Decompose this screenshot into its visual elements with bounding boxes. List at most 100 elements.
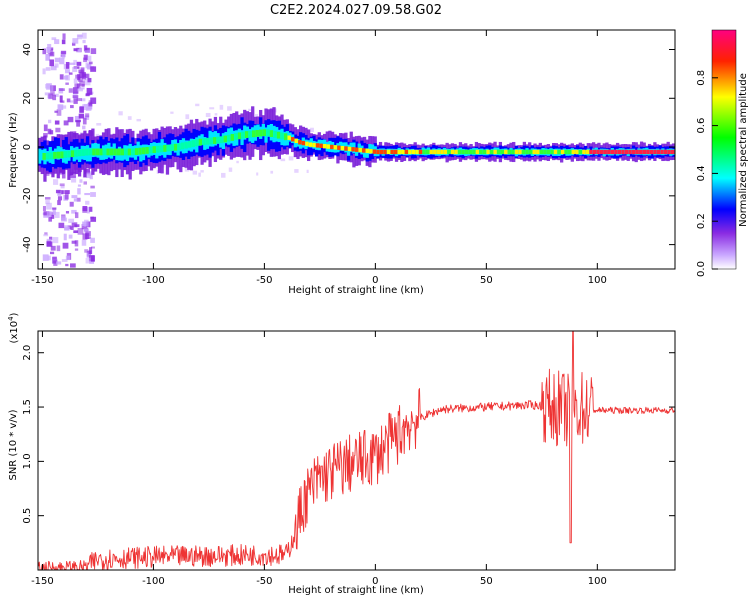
- heatmap-cell: [82, 125, 86, 130]
- heatmap-cell: [63, 120, 69, 126]
- heatmap-cell: [83, 45, 88, 52]
- heatmap-cell: [46, 83, 52, 90]
- spectrogram-panel: -150 -100 -50 0 50 100 -40 -20 0 20 40 Height of s…: [8, 29, 676, 296]
- heatmap-cell: [667, 149, 671, 155]
- heatmap-cell: [61, 217, 68, 222]
- heatmap-cell: [61, 39, 66, 45]
- heatmap-cell: [170, 144, 174, 152]
- colorbar-gradient: [711, 29, 737, 270]
- heatmap-cell: [368, 143, 372, 155]
- heatmap-cell: [552, 148, 556, 156]
- heatmap-cell: [507, 149, 512, 155]
- heatmap-cell: [68, 88, 73, 93]
- heatmap-cell: [511, 149, 515, 155]
- heatmap-cell: [71, 176, 77, 183]
- heatmap-cell: [59, 95, 63, 103]
- heatmap-cell: [192, 170, 198, 175]
- heatmap-cell: [603, 149, 607, 155]
- heatmap-cell: [85, 148, 89, 156]
- heatmap-cell: [57, 200, 61, 206]
- heatmap-cell: [72, 95, 79, 98]
- heatmap-cell: [185, 114, 190, 120]
- x-tick-label: -50: [256, 275, 272, 286]
- heatmap-cell: [386, 149, 391, 155]
- heatmap-cell: [220, 136, 224, 144]
- heatmap-cell: [74, 248, 79, 251]
- heatmap-cell: [60, 50, 67, 55]
- heatmap-cell: [330, 144, 334, 150]
- y-tick-label: 40: [22, 43, 33, 56]
- heatmap-cell: [55, 189, 61, 194]
- heatmap-cell: [157, 142, 162, 156]
- heatmap-cell: [63, 75, 69, 80]
- heatmap-cell: [379, 149, 384, 155]
- heatmap-cell: [46, 241, 53, 247]
- heatmap-cell: [81, 73, 86, 80]
- heatmap-cell: [95, 133, 100, 137]
- heatmap-cell: [362, 148, 366, 153]
- snr-y-axis-label: SNR (10 * v/v): [8, 409, 19, 480]
- heatmap-cell: [53, 179, 59, 185]
- heatmap-cell: [349, 142, 353, 152]
- heatmap-cell: [65, 263, 69, 267]
- heatmap-cell: [90, 246, 95, 249]
- x-tick-label: -150: [31, 576, 54, 587]
- heatmap-cell: [457, 149, 462, 155]
- heatmap-cell: [646, 149, 650, 155]
- heatmap-cell: [69, 62, 75, 65]
- heatmap-cell: [74, 212, 79, 219]
- heatmap-cell: [528, 149, 533, 155]
- heatmap-cell: [85, 231, 91, 237]
- heatmap-cell: [429, 149, 433, 155]
- heatmap-cell: [58, 104, 64, 111]
- heatmap-cell: [134, 148, 139, 155]
- heatmap-cell: [170, 111, 174, 114]
- heatmap-cell: [72, 91, 78, 99]
- heatmap-cell: [85, 55, 92, 62]
- heatmap-cell: [465, 149, 469, 155]
- heatmap-cell: [599, 149, 604, 155]
- heatmap-cell: [84, 50, 91, 53]
- heatmap-cell: [90, 185, 95, 189]
- heatmap-cell: [56, 109, 62, 116]
- heatmap-cell: [288, 156, 294, 161]
- heatmap-cell: [307, 140, 311, 148]
- heatmap-cell: [326, 144, 330, 149]
- heatmap-cell: [38, 148, 42, 164]
- y-tick-label: 2.0: [22, 345, 33, 361]
- heatmap-cell: [148, 146, 153, 154]
- heatmap-cell: [61, 259, 68, 262]
- y-tick-label: 1.5: [22, 399, 33, 415]
- heatmap-cell: [557, 149, 561, 155]
- heatmap-cell: [76, 197, 81, 202]
- heatmap-cell: [106, 148, 110, 156]
- heatmap-cell: [553, 149, 558, 155]
- heatmap-cell: [156, 169, 159, 174]
- heatmap-cell: [468, 149, 472, 155]
- heatmap-cell: [280, 158, 286, 162]
- colorbar-ticks: 0.0 0.2 0.4 0.6 0.8: [696, 70, 718, 277]
- heatmap-cell: [72, 66, 78, 73]
- heatmap-cell: [228, 167, 233, 172]
- heatmap-cell: [73, 230, 79, 234]
- heatmap-cell: [70, 226, 74, 230]
- heatmap-cell: [82, 39, 86, 44]
- heatmap-cell: [88, 61, 93, 65]
- heatmap-cell: [104, 144, 108, 160]
- heatmap-cell: [200, 170, 204, 173]
- heatmap-cell: [90, 192, 96, 197]
- heatmap-cell: [479, 149, 483, 155]
- heatmap-cell: [85, 113, 90, 118]
- heatmap-cell: [454, 149, 458, 155]
- heatmap-cell: [211, 132, 215, 147]
- heatmap-cell: [294, 138, 298, 144]
- heatmap-cell: [77, 76, 83, 82]
- heatmap-cell: [319, 143, 323, 148]
- heatmap-cell: [60, 185, 65, 189]
- heatmap-cell: [568, 149, 572, 155]
- heatmap-cell: [436, 149, 441, 155]
- heatmap-cell: [54, 39, 60, 45]
- heatmap-cell: [493, 149, 497, 155]
- heatmap-cell: [189, 138, 194, 152]
- heatmap-cell: [54, 120, 60, 125]
